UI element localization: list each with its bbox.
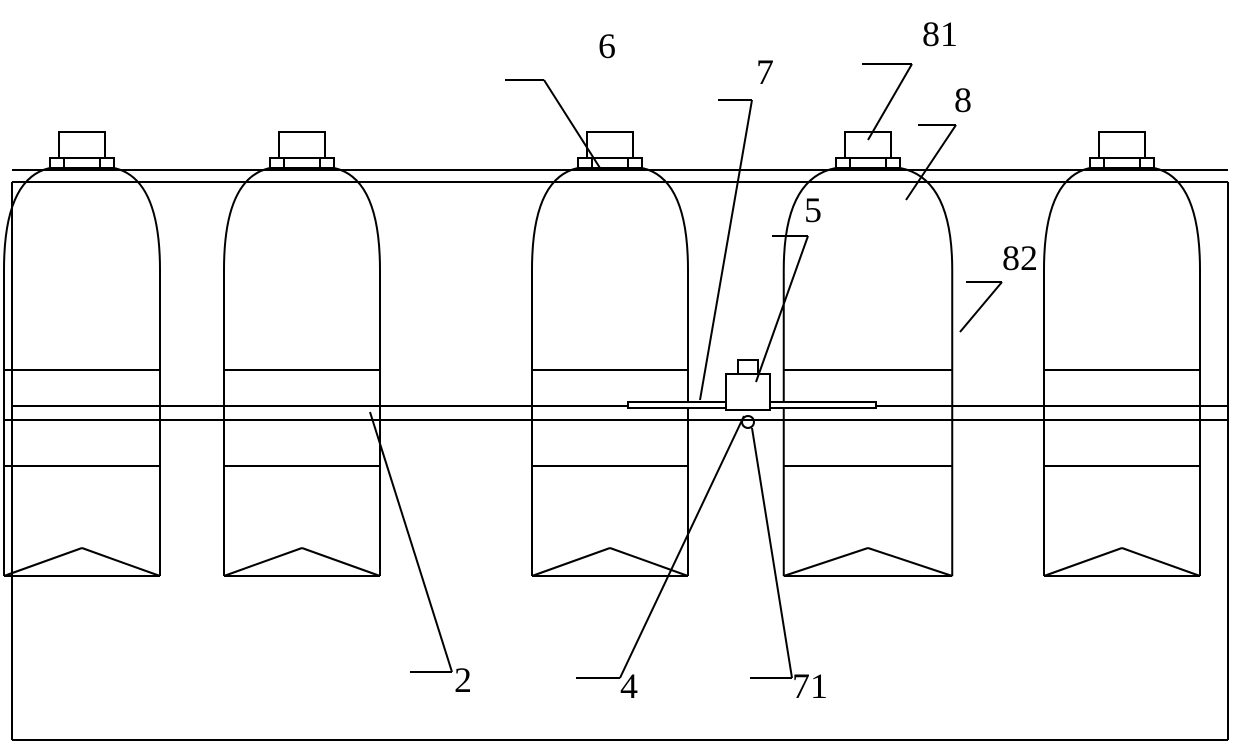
callout-label-7: 7 — [756, 52, 774, 92]
callout-label-5: 5 — [804, 190, 822, 230]
callout-label-71: 71 — [792, 666, 828, 706]
callout-label-8: 8 — [954, 80, 972, 120]
callout-label-2: 2 — [454, 660, 472, 700]
callout-label-81: 81 — [922, 14, 958, 54]
callout-label-82: 82 — [1002, 238, 1038, 278]
callout-label-6: 6 — [598, 26, 616, 66]
callout-label-4: 4 — [620, 666, 638, 706]
